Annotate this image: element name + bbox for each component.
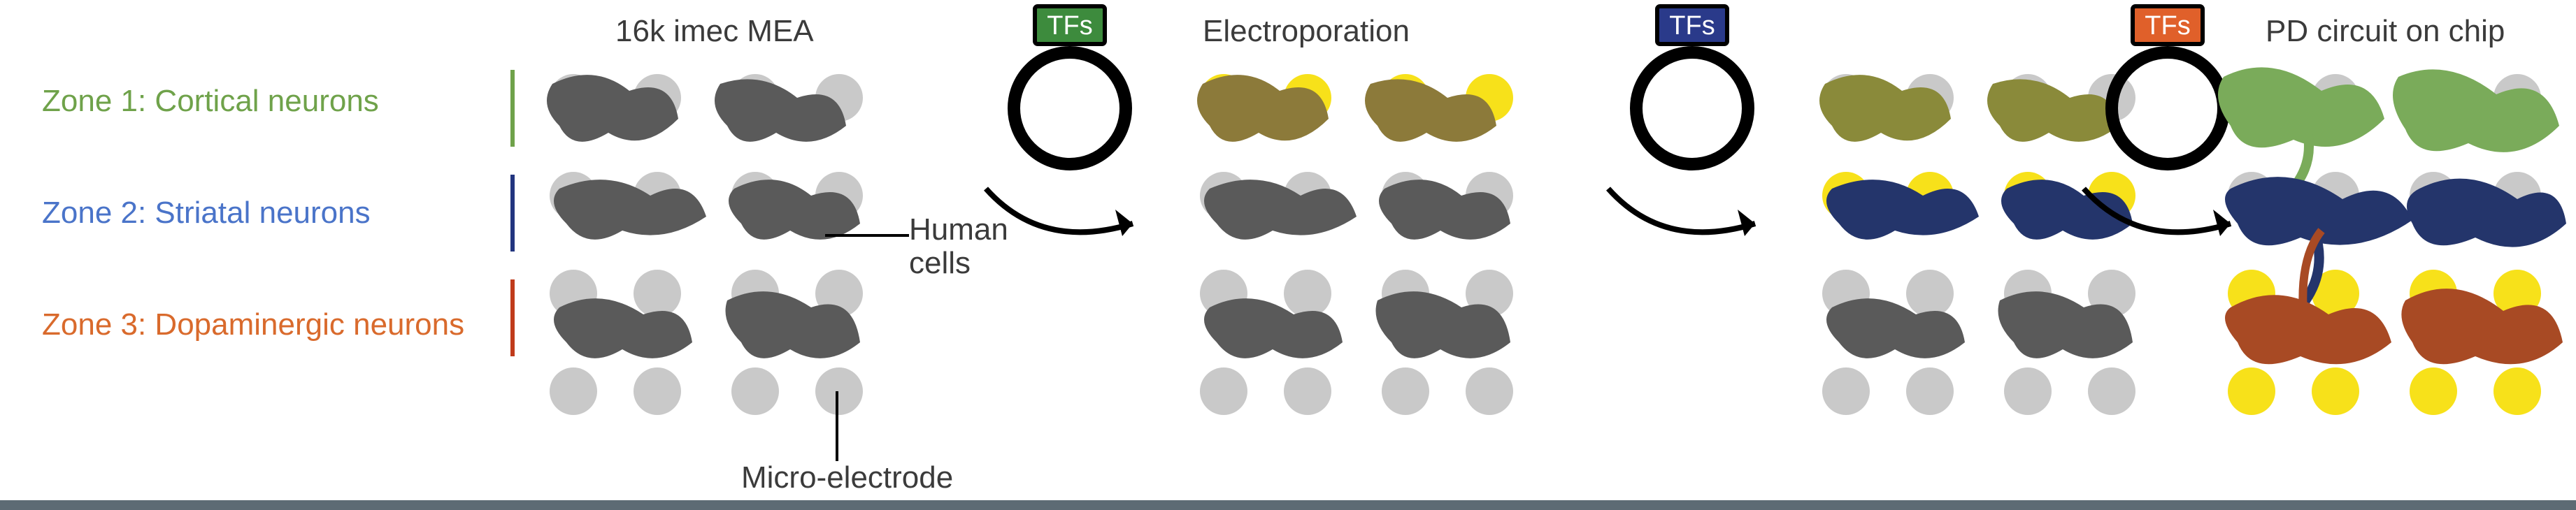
- heading-final: PD circuit on chip: [2266, 14, 2505, 49]
- plasmid-2-label: TFs: [1669, 11, 1715, 41]
- human-cells-leader: [825, 234, 909, 237]
- stage-2: [1182, 56, 1545, 419]
- zone3-bar: [510, 279, 515, 356]
- stage-1: [531, 56, 895, 419]
- cells-2: [1197, 75, 1510, 358]
- cells-1: [547, 75, 860, 358]
- plasmid-3-label: TFs: [2145, 11, 2190, 41]
- heading-mea: 16k imec MEA: [615, 14, 814, 49]
- plasmid-1: TFs: [1000, 3, 1140, 171]
- footer-bar: [0, 500, 2576, 510]
- arrow-2: [1601, 182, 1783, 265]
- micro-electrode-leader: [836, 391, 838, 461]
- plasmid-1-label: TFs: [1047, 11, 1092, 41]
- cells-4: [2218, 67, 2566, 364]
- plasmid-2: TFs: [1622, 3, 1762, 171]
- zone1-bar: [510, 70, 515, 147]
- zone2-bar: [510, 175, 515, 252]
- micro-electrode-label: Micro-electrode: [741, 461, 953, 495]
- zone2-label: Zone 2: Striatal neurons: [42, 196, 371, 231]
- stage-4: [2210, 56, 2573, 419]
- zone1-label: Zone 1: Cortical neurons: [42, 84, 379, 119]
- zone3-label: Zone 3: Dopaminergic neurons: [42, 307, 464, 342]
- heading-electroporation: Electroporation: [1203, 14, 1410, 49]
- human-cells-label: Human cells: [909, 213, 1008, 281]
